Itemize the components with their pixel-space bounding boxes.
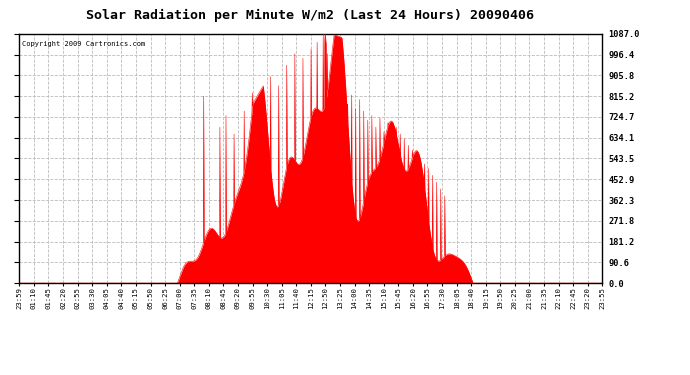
- Text: Copyright 2009 Cartronics.com: Copyright 2009 Cartronics.com: [22, 41, 146, 47]
- Text: Solar Radiation per Minute W/m2 (Last 24 Hours) 20090406: Solar Radiation per Minute W/m2 (Last 24…: [86, 9, 535, 22]
